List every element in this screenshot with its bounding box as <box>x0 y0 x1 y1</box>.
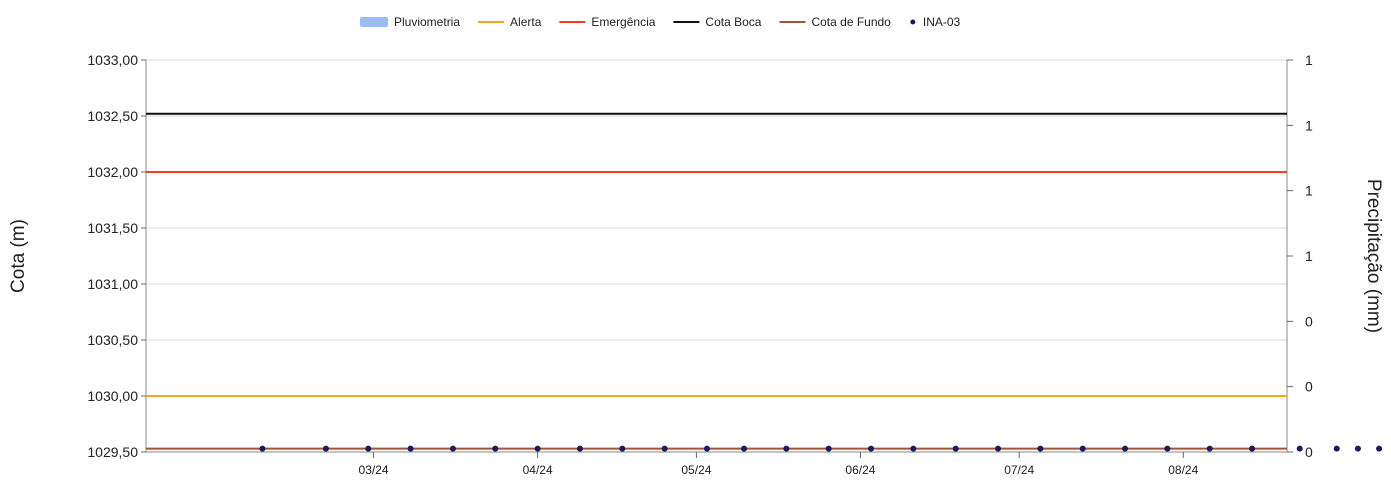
data-point-ina-03 <box>449 445 456 452</box>
y-left-tick-label: 1030,50 <box>87 332 138 348</box>
y-right-tick-label: 1 <box>1305 117 1313 133</box>
data-point-ina-03 <box>322 445 329 452</box>
data-point-ina-03 <box>741 445 748 452</box>
y-left-tick-label: 1029,50 <box>87 444 138 460</box>
x-tick-label: 07/24 <box>1004 463 1034 477</box>
y-right-axis-title: Precipitação (mm) <box>1363 179 1384 333</box>
data-point-ina-03 <box>534 445 541 452</box>
legend-swatch-ina-03 <box>910 19 916 25</box>
x-tick-label: 08/24 <box>1168 463 1198 477</box>
data-point-ina-03 <box>492 445 499 452</box>
data-point-ina-03 <box>868 445 875 452</box>
y-left-tick-label: 1030,00 <box>87 388 138 404</box>
legend-swatch-pluviometria <box>360 17 388 27</box>
y-left-tick-label: 1031,00 <box>87 276 138 292</box>
legend-label-alerta: Alerta <box>510 15 542 29</box>
data-point-ina-03 <box>661 445 668 452</box>
data-point-ina-03 <box>1122 445 1129 452</box>
y-right-tick-label: 0 <box>1305 379 1313 395</box>
y-right-tick-label: 0 <box>1305 313 1313 329</box>
y-left-axis-title: Cota (m) <box>8 219 29 293</box>
x-tick-label: 04/24 <box>523 463 553 477</box>
legend-label-cota-boca: Cota Boca <box>705 15 761 29</box>
data-point-ina-03 <box>1164 445 1171 452</box>
x-tick-label: 06/24 <box>845 463 875 477</box>
data-point-ina-03 <box>407 445 414 452</box>
y-right-tick-label: 0 <box>1305 444 1313 460</box>
y-right-tick-label: 1 <box>1305 52 1313 68</box>
data-point-ina-03 <box>1249 445 1256 452</box>
data-point-ina-03 <box>825 445 832 452</box>
data-point-ina-03 <box>1376 445 1383 452</box>
y-left-tick-label: 1032,50 <box>87 108 138 124</box>
legend-label-pluviometria: Pluviometria <box>394 15 460 29</box>
data-point-ina-03 <box>1296 445 1303 452</box>
data-point-ina-03 <box>952 445 959 452</box>
y-right-tick-label: 1 <box>1305 248 1313 264</box>
data-point-ina-03 <box>1079 445 1086 452</box>
data-point-ina-03 <box>910 445 917 452</box>
data-point-ina-03 <box>1037 445 1044 452</box>
data-point-ina-03 <box>619 445 626 452</box>
data-point-ina-03 <box>259 445 266 452</box>
x-tick-label: 03/24 <box>359 463 389 477</box>
legend-label-ina-03: INA-03 <box>923 15 961 29</box>
data-point-ina-03 <box>703 445 710 452</box>
data-point-ina-03 <box>995 445 1002 452</box>
data-point-ina-03 <box>1206 445 1213 452</box>
data-point-ina-03 <box>783 445 790 452</box>
y-left-tick-label: 1031,50 <box>87 220 138 236</box>
x-tick-label: 05/24 <box>681 463 711 477</box>
y-right-tick-label: 1 <box>1305 183 1313 199</box>
data-point-ina-03 <box>1333 445 1340 452</box>
legend-label-emerg-ncia: Emergência <box>591 15 655 29</box>
data-point-ina-03 <box>365 445 372 452</box>
y-left-tick-label: 1033,00 <box>87 52 138 68</box>
data-point-ina-03 <box>576 445 583 452</box>
data-point-ina-03 <box>1354 445 1361 452</box>
legend-label-cota-de-fundo: Cota de Fundo <box>811 15 891 29</box>
y-left-tick-label: 1032,00 <box>87 164 138 180</box>
